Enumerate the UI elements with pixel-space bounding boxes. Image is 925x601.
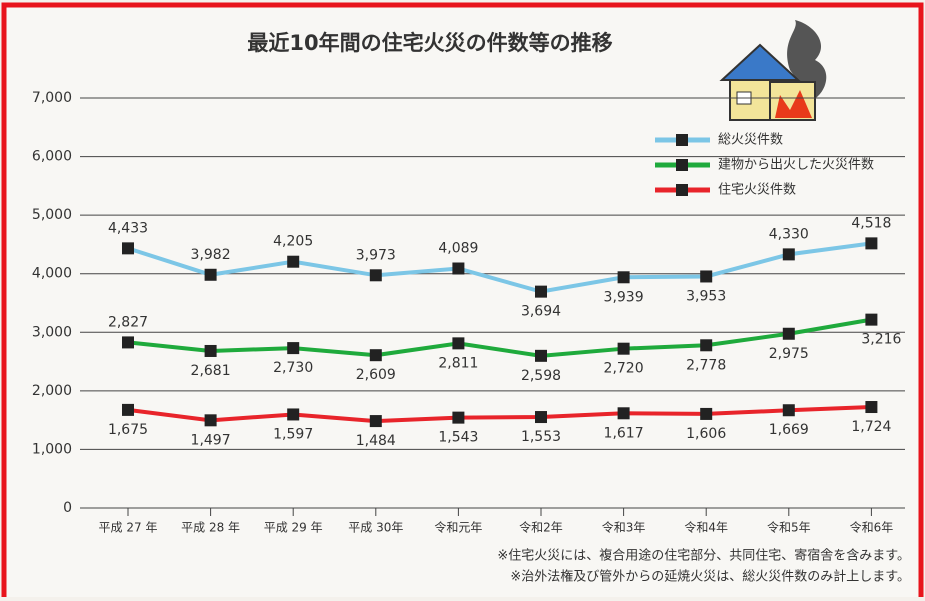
y-tick-label: 7,000	[32, 90, 72, 106]
point-marker	[122, 242, 134, 255]
point-marker	[865, 313, 878, 326]
value-label: 2,681	[191, 363, 231, 379]
point-marker	[452, 411, 465, 424]
point-marker	[535, 411, 547, 424]
point-marker	[287, 255, 300, 268]
value-label: 1,675	[108, 422, 148, 438]
footnote: ※住宅火災には、複合用途の住宅部分、共同住宅、寄宿舎を含みます。	[497, 548, 910, 564]
point-marker	[122, 403, 134, 416]
point-marker	[782, 404, 795, 417]
value-label: 1,543	[438, 430, 478, 446]
x-tick-label: 令和3年	[602, 520, 646, 535]
series-line	[127, 405, 872, 424]
legend-marker	[676, 184, 688, 196]
value-label: 3,694	[521, 304, 561, 320]
value-label: 1,484	[356, 433, 396, 449]
value-label: 3,216	[861, 332, 901, 348]
value-label: 2,811	[438, 355, 478, 371]
point-marker	[452, 262, 465, 275]
y-tick-label: 0	[63, 500, 72, 516]
point-marker	[287, 408, 300, 421]
value-label: 3,939	[604, 289, 644, 305]
value-label: 2,975	[769, 346, 809, 362]
value-label: 2,827	[108, 314, 148, 330]
footnote: ※治外法権及び管外からの延焼火災は、総火災件数のみ計上します。	[510, 569, 910, 585]
x-tick-label: 令和5年	[767, 520, 811, 535]
point-marker	[617, 407, 630, 420]
point-marker	[535, 349, 547, 362]
x-tick-label: 令和4年	[684, 520, 728, 535]
x-tick-label: 令和2年	[519, 520, 563, 535]
legend-marker	[676, 134, 688, 146]
point-marker	[617, 271, 630, 284]
point-marker	[865, 237, 878, 250]
point-marker	[204, 344, 217, 357]
value-label: 2,730	[273, 360, 313, 376]
point-marker	[287, 342, 300, 355]
y-tick-label: 1,000	[32, 441, 72, 457]
value-label: 4,089	[438, 241, 478, 257]
point-marker	[700, 270, 713, 283]
value-label: 2,598	[521, 368, 561, 384]
x-tick-label: 平成 28 年	[181, 521, 240, 535]
y-tick-label: 2,000	[32, 383, 72, 399]
point-marker	[204, 414, 217, 427]
value-label: 1,724	[851, 419, 891, 435]
value-label: 4,330	[769, 226, 809, 242]
x-tick-label: 平成 27 年	[99, 521, 158, 535]
y-tick-label: 4,000	[32, 266, 72, 282]
point-marker	[782, 327, 795, 340]
point-marker	[452, 337, 465, 350]
value-label: 1,553	[521, 429, 561, 445]
point-marker	[782, 248, 795, 261]
point-marker	[369, 349, 382, 362]
point-marker	[204, 268, 217, 281]
value-label: 1,606	[686, 426, 726, 442]
point-marker	[369, 415, 382, 428]
point-marker	[535, 285, 547, 298]
y-tick-label: 3,000	[32, 324, 72, 340]
point-marker	[122, 336, 134, 349]
value-label: 1,597	[273, 426, 313, 442]
house-icon	[719, 20, 827, 121]
value-label: 4,433	[108, 220, 148, 236]
value-label: 1,497	[191, 432, 231, 448]
x-tick-label: 令和元年	[434, 520, 482, 535]
chart-title: 最近10年間の住宅火災の件数等の推移	[247, 31, 612, 55]
value-label: 2,720	[604, 361, 644, 377]
series-line	[127, 241, 872, 294]
legend-marker	[676, 159, 688, 171]
value-label: 1,669	[769, 422, 809, 438]
x-tick-label: 平成 30年	[348, 521, 403, 535]
value-label: 1,617	[604, 425, 644, 441]
point-marker	[700, 339, 713, 352]
point-marker	[700, 407, 713, 420]
x-tick-label: 平成 29 年	[264, 521, 323, 535]
value-label: 4,205	[273, 234, 313, 250]
legend-label: 建物から出火した火災件数	[718, 158, 874, 173]
point-marker	[617, 342, 630, 355]
value-label: 4,518	[851, 215, 891, 231]
legend-label: 総火災件数	[718, 133, 783, 148]
point-marker	[369, 269, 382, 282]
series-line	[127, 317, 872, 358]
value-label: 3,973	[356, 247, 396, 263]
y-tick-label: 6,000	[32, 149, 72, 165]
x-tick-label: 令和6年	[850, 520, 894, 535]
legend-label: 住宅火災件数	[718, 183, 796, 198]
y-tick-label: 5,000	[32, 207, 72, 223]
value-label: 3,982	[191, 247, 231, 263]
point-marker	[865, 401, 878, 414]
value-label: 3,953	[686, 288, 726, 304]
value-label: 2,609	[356, 367, 396, 383]
value-label: 2,778	[686, 357, 726, 373]
